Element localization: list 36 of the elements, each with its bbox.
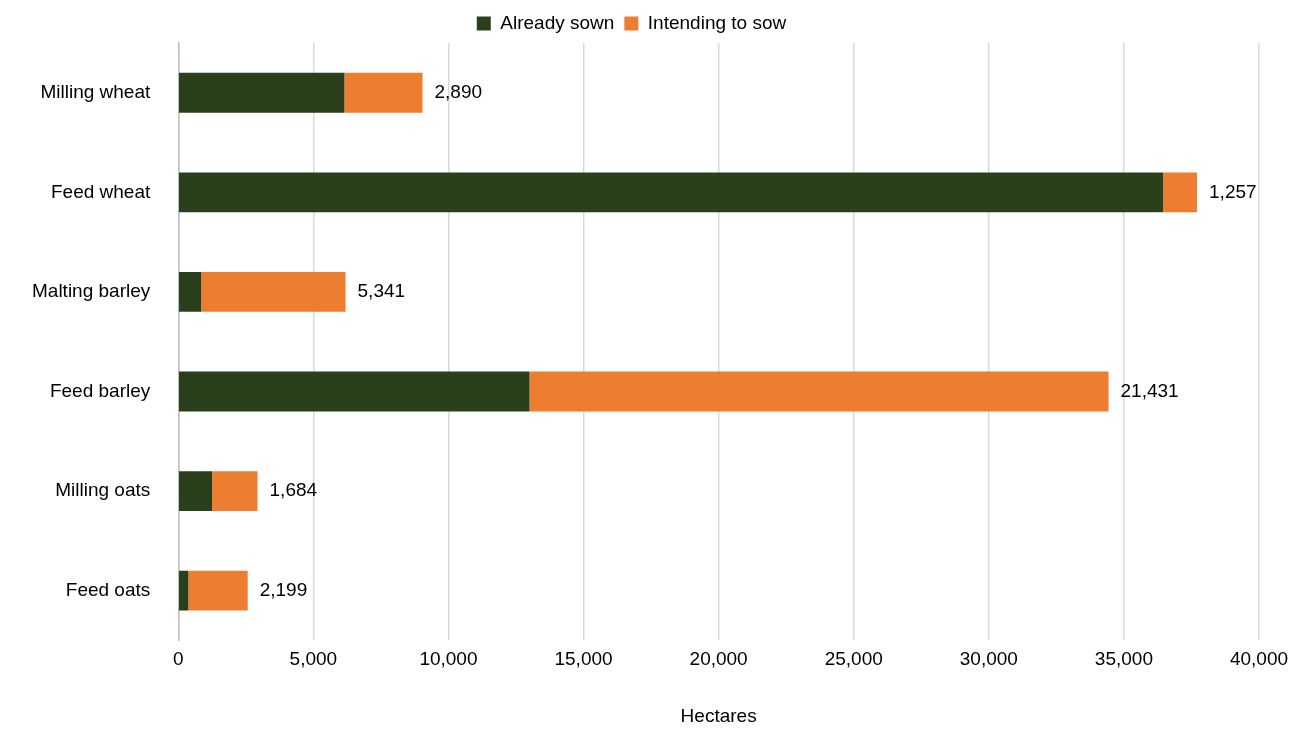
data-label: 1,257 — [1209, 180, 1257, 202]
x-tick-label: 20,000 — [689, 648, 748, 670]
x-axis-title: Hectares — [680, 704, 757, 726]
x-tick-label: 30,000 — [959, 648, 1018, 670]
x-tick-label: 0 — [172, 648, 184, 670]
data-label: 2,199 — [259, 578, 308, 600]
x-tick-label: 15,000 — [554, 648, 613, 670]
data-label: 1,684 — [269, 479, 318, 501]
y-tick-label: Milling wheat — [40, 81, 151, 103]
x-tick-label: 5,000 — [289, 648, 338, 670]
bar — [179, 471, 213, 511]
bar — [179, 371, 530, 412]
bar — [179, 570, 189, 611]
bar — [179, 272, 202, 312]
y-tick-label: Malting barley — [32, 280, 151, 302]
legend-label: Intending to sow — [647, 11, 787, 33]
data-label: 5,341 — [357, 280, 406, 302]
y-tick-label: Feed oats — [65, 578, 151, 600]
y-tick-label: Milling oats — [55, 479, 151, 501]
y-tick-label: Feed wheat — [50, 180, 151, 202]
bar — [179, 72, 345, 113]
bar — [1163, 172, 1198, 213]
bar — [179, 172, 1164, 213]
data-label: 21,431 — [1120, 379, 1179, 401]
data-label: 2,890 — [434, 81, 483, 103]
x-tick-label: 35,000 — [1094, 648, 1153, 670]
x-tick-label: 25,000 — [824, 648, 883, 670]
bar — [344, 72, 423, 113]
bar — [529, 371, 1109, 412]
bar — [188, 570, 248, 611]
x-tick-label: 10,000 — [419, 648, 478, 670]
legend-label: Already sown — [500, 11, 615, 33]
y-tick-label: Feed barley — [49, 379, 151, 401]
bar — [201, 272, 346, 312]
bar — [212, 471, 258, 511]
x-tick-label: 40,000 — [1229, 648, 1289, 670]
